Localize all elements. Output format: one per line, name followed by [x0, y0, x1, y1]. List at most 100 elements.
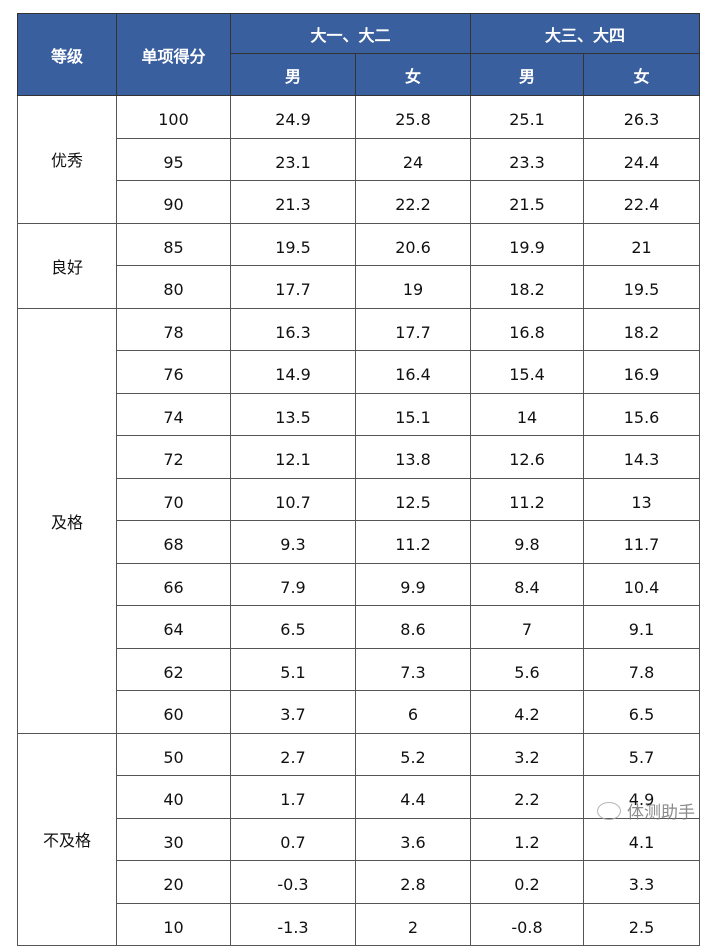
header-year34-male: 男 — [470, 53, 585, 96]
year34-female-cell: 7.8 — [583, 647, 701, 691]
year12-male-cell: 14.9 — [230, 350, 356, 394]
grade-cell: 及格 — [17, 307, 117, 734]
score-cell: 90 — [116, 180, 231, 224]
year12-female-cell: 6 — [354, 690, 472, 734]
score-cell: 80 — [116, 265, 231, 309]
score-cell: 20 — [116, 860, 231, 904]
year34-male-cell: 14 — [470, 392, 585, 436]
score-cell: 62 — [116, 647, 231, 691]
score-cell: 76 — [116, 350, 231, 394]
year34-female-cell: 21 — [583, 222, 701, 266]
score-cell: 74 — [116, 392, 231, 436]
table-body: 优秀 100 24.9 25.8 25.1 26.3 95 23.1 24 23.3 24.4 90 2… — [17, 95, 701, 946]
year34-female-cell: 11.7 — [583, 520, 701, 564]
table-row: 62 5.1 7.3 5.6 7.8 — [18, 647, 701, 691]
table-row: 20 -0.3 2.8 0.2 3.3 — [18, 860, 701, 904]
year34-female-cell: 3.3 — [583, 860, 701, 904]
score-cell: 68 — [116, 520, 231, 564]
year12-female-cell: 22.2 — [354, 180, 472, 224]
year12-male-cell: 2.7 — [230, 732, 356, 776]
year12-female-cell: 8.6 — [354, 605, 472, 649]
grade-cell: 不及格 — [17, 732, 117, 946]
year12-female-cell: 13.8 — [354, 435, 472, 479]
year34-female-cell: 15.6 — [583, 392, 701, 436]
year34-female-cell: 26.3 — [583, 95, 701, 139]
year12-male-cell: 23.1 — [230, 137, 356, 181]
score-cell: 30 — [116, 817, 231, 861]
year34-female-cell: 5.7 — [583, 732, 701, 776]
year34-male-cell: 12.6 — [470, 435, 585, 479]
year12-female-cell: 19 — [354, 265, 472, 309]
year34-female-cell: 18.2 — [583, 307, 701, 351]
score-cell: 64 — [116, 605, 231, 649]
score-cell: 100 — [116, 95, 231, 139]
table-row: 80 17.7 19 18.2 19.5 — [18, 265, 701, 309]
year12-female-cell: 20.6 — [354, 222, 472, 266]
year12-female-cell: 15.1 — [354, 392, 472, 436]
year34-male-cell: 2.2 — [470, 775, 585, 819]
year12-female-cell: 3.6 — [354, 817, 472, 861]
score-cell: 72 — [116, 435, 231, 479]
header-year34: 大三、大四 — [470, 13, 701, 54]
year12-male-cell: 24.9 — [230, 95, 356, 139]
year12-female-cell: 5.2 — [354, 732, 472, 776]
year34-female-cell: 9.1 — [583, 605, 701, 649]
year12-female-cell: 25.8 — [354, 95, 472, 139]
year12-male-cell: 9.3 — [230, 520, 356, 564]
year12-female-cell: 7.3 — [354, 647, 472, 691]
watermark: 体测助手 — [597, 798, 695, 823]
score-cell: 60 — [116, 690, 231, 734]
score-cell: 66 — [116, 562, 231, 606]
year12-female-cell: 17.7 — [354, 307, 472, 351]
grade-cell: 良好 — [17, 222, 117, 309]
score-cell: 50 — [116, 732, 231, 776]
year34-male-cell: 11.2 — [470, 477, 585, 521]
year12-male-cell: 16.3 — [230, 307, 356, 351]
table-row: 90 21.3 22.2 21.5 22.4 — [18, 180, 701, 224]
header-score: 单项得分 — [116, 13, 231, 96]
year34-male-cell: 5.6 — [470, 647, 585, 691]
table-row: 70 10.7 12.5 11.2 13 — [18, 477, 701, 521]
year12-male-cell: 5.1 — [230, 647, 356, 691]
table-row: 72 12.1 13.8 12.6 14.3 — [18, 435, 701, 479]
year12-male-cell: -0.3 — [230, 860, 356, 904]
score-table: 等级 单项得分 大一、大二 大三、大四 男 女 男 女 优秀 100 24.9 25.… — [17, 13, 701, 946]
year12-male-cell: 13.5 — [230, 392, 356, 436]
year34-male-cell: 21.5 — [470, 180, 585, 224]
year34-male-cell: -0.8 — [470, 902, 585, 946]
header-year12: 大一、大二 — [229, 13, 472, 54]
year12-female-cell: 2 — [354, 902, 472, 946]
year12-male-cell: -1.3 — [230, 902, 356, 946]
table-row: 66 7.9 9.9 8.4 10.4 — [18, 562, 701, 606]
year34-male-cell: 7 — [470, 605, 585, 649]
table-row: 良好 85 19.5 20.6 19.9 21 — [17, 222, 701, 309]
year34-female-cell: 24.4 — [583, 137, 701, 181]
score-cell: 70 — [116, 477, 231, 521]
year34-male-cell: 4.2 — [470, 690, 585, 734]
score-cell: 40 — [116, 775, 231, 819]
year34-male-cell: 15.4 — [470, 350, 585, 394]
year12-female-cell: 2.8 — [354, 860, 472, 904]
table-row: 76 14.9 16.4 15.4 16.9 — [18, 350, 701, 394]
year34-male-cell: 18.2 — [470, 265, 585, 309]
score-cell: 10 — [116, 902, 231, 946]
year12-male-cell: 10.7 — [230, 477, 356, 521]
table-row: 不及格 50 2.7 5.2 3.2 5.7 — [17, 732, 701, 946]
table-row: 60 3.7 6 4.2 6.5 — [18, 690, 701, 734]
table-row: 10 -1.3 2 -0.8 2.5 — [18, 902, 701, 946]
year34-female-cell: 10.4 — [583, 562, 701, 606]
table-row: 64 6.5 8.6 7 9.1 — [18, 605, 701, 649]
year12-male-cell: 12.1 — [230, 435, 356, 479]
wechat-icon — [597, 801, 621, 820]
year12-female-cell: 12.5 — [354, 477, 472, 521]
table-row: 95 23.1 24 23.3 24.4 — [18, 137, 701, 181]
year34-female-cell: 13 — [583, 477, 701, 521]
year12-male-cell: 19.5 — [230, 222, 356, 266]
year34-female-cell: 14.3 — [583, 435, 701, 479]
year12-male-cell: 17.7 — [230, 265, 356, 309]
year34-female-cell: 2.5 — [583, 902, 701, 946]
year34-female-cell: 16.9 — [583, 350, 701, 394]
year12-female-cell: 11.2 — [354, 520, 472, 564]
table-row: 68 9.3 11.2 9.8 11.7 — [18, 520, 701, 564]
year34-female-cell: 19.5 — [583, 265, 701, 309]
